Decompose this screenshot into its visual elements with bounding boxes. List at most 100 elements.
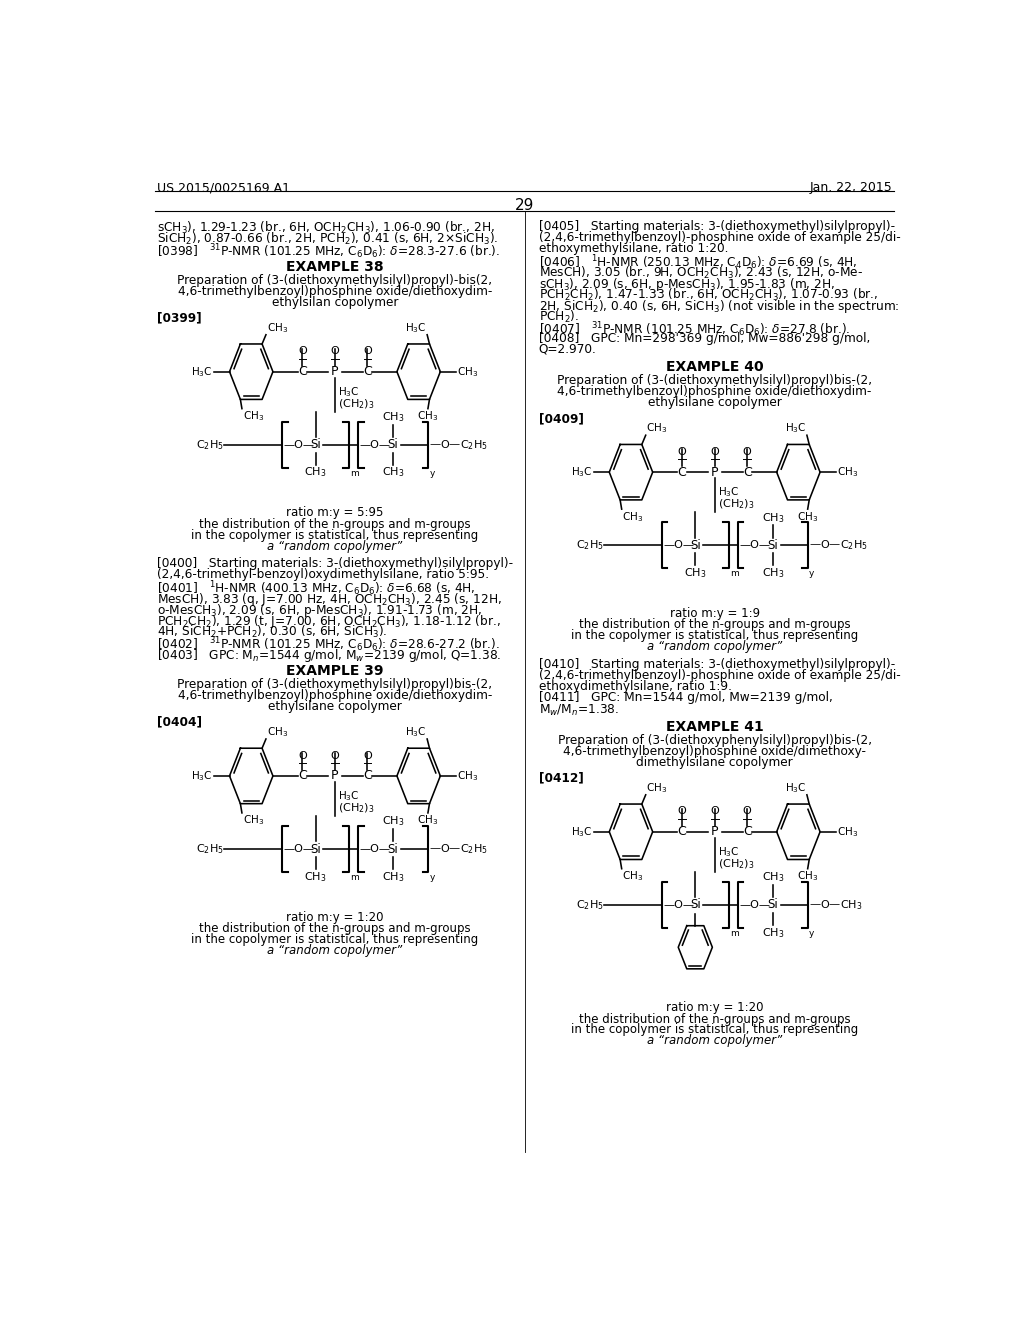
Text: H$_3$C: H$_3$C xyxy=(338,385,359,399)
Text: O: O xyxy=(298,751,307,760)
Text: ratio m:y = 1:9: ratio m:y = 1:9 xyxy=(670,607,760,620)
Text: MesCH), 3.05 (br., 9H, OCH$_2$CH$_3$), 2.43 (s, 12H, o-Me-: MesCH), 3.05 (br., 9H, OCH$_2$CH$_3$), 2… xyxy=(539,264,863,281)
Text: m: m xyxy=(730,569,739,578)
Text: CH$_3$: CH$_3$ xyxy=(266,725,288,739)
Text: [0412]: [0412] xyxy=(539,772,584,784)
Text: [0410]   Starting materials: 3-(diethoxymethyl)silylpropyl)-: [0410] Starting materials: 3-(diethoxyme… xyxy=(539,657,895,671)
Text: [0405]   Starting materials: 3-(diethoxymethyl)silylpropyl)-: [0405] Starting materials: 3-(diethoxyme… xyxy=(539,220,895,234)
Text: CH$_3$: CH$_3$ xyxy=(838,825,858,838)
Text: [0400]   Starting materials: 3-(diethoxymethyl)silylpropyl)-: [0400] Starting materials: 3-(diethoxyme… xyxy=(158,557,514,570)
Text: —O—C$_2$H$_5$: —O—C$_2$H$_5$ xyxy=(429,842,488,855)
Text: O: O xyxy=(364,346,372,356)
Text: (CH$_2$)$_3$: (CH$_2$)$_3$ xyxy=(338,801,375,814)
Text: Preparation of (3-(diethoxymethylsilyl)propyl)bis-(2,: Preparation of (3-(diethoxymethylsilyl)p… xyxy=(177,677,493,690)
Text: CH$_3$: CH$_3$ xyxy=(458,770,478,783)
Text: 4,6-trimethylbenzoyl)phosphine oxide/diethoxydim-: 4,6-trimethylbenzoyl)phosphine oxide/die… xyxy=(557,385,871,399)
Text: C: C xyxy=(364,770,372,783)
Text: —O—: —O— xyxy=(359,440,391,450)
Text: CH$_3$: CH$_3$ xyxy=(762,566,784,579)
Text: EXAMPLE 41: EXAMPLE 41 xyxy=(666,719,764,734)
Text: O: O xyxy=(298,346,307,356)
Text: H$_3$C: H$_3$C xyxy=(570,465,592,479)
Text: ethylsilane copolymer: ethylsilane copolymer xyxy=(648,396,781,409)
Text: H$_3$C: H$_3$C xyxy=(784,781,806,795)
Text: P: P xyxy=(331,366,339,379)
Text: CH$_3$: CH$_3$ xyxy=(418,813,438,828)
Text: C: C xyxy=(742,825,752,838)
Text: —O—: —O— xyxy=(284,440,314,450)
Text: CH$_3$: CH$_3$ xyxy=(762,511,784,524)
Text: Si: Si xyxy=(690,899,700,911)
Text: H$_3$C: H$_3$C xyxy=(404,725,426,739)
Text: O: O xyxy=(364,751,372,760)
Text: C: C xyxy=(678,825,686,838)
Text: 4H, SiCH$_2$+PCH$_2$), 0.30 (s, 6H, SiCH$_3$).: 4H, SiCH$_2$+PCH$_2$), 0.30 (s, 6H, SiCH… xyxy=(158,624,388,640)
Text: [0401]   $^{1}$H-NMR (400.13 MHz, C$_6$D$_6$): $\delta$=6.68 (s, 4H,: [0401] $^{1}$H-NMR (400.13 MHz, C$_6$D$_… xyxy=(158,579,476,598)
Text: CH$_3$: CH$_3$ xyxy=(243,409,264,424)
Text: y: y xyxy=(809,569,815,578)
Text: sCH$_3$), 1.29-1.23 (br., 6H, OCH$_2$CH$_3$), 1.06-0.90 (br., 2H,: sCH$_3$), 1.29-1.23 (br., 6H, OCH$_2$CH$… xyxy=(158,220,496,236)
Text: O: O xyxy=(331,751,339,760)
Text: P: P xyxy=(711,825,719,838)
Text: P: P xyxy=(331,770,339,783)
Text: m: m xyxy=(350,469,359,478)
Text: ratio m:y = 1:20: ratio m:y = 1:20 xyxy=(666,1001,764,1014)
Text: H$_3$C: H$_3$C xyxy=(404,321,426,335)
Text: (2,4,6-trimethyl-benzoyl)oxydimethylsilane, ratio 5:95.: (2,4,6-trimethyl-benzoyl)oxydimethylsila… xyxy=(158,569,489,581)
Text: CH$_3$: CH$_3$ xyxy=(623,870,644,883)
Text: 4,6-trimethylbenzoyl)phosphine oxide/diethoxydim-: 4,6-trimethylbenzoyl)phosphine oxide/die… xyxy=(178,689,493,702)
Text: C: C xyxy=(364,366,372,379)
Text: C$_2$H$_5$: C$_2$H$_5$ xyxy=(577,539,604,552)
Text: H$_3$C: H$_3$C xyxy=(338,789,359,803)
Text: 4,6-trimethylbenzoyl)phosphine oxide/dimethoxy-: 4,6-trimethylbenzoyl)phosphine oxide/dim… xyxy=(563,744,866,758)
Text: H$_3$C: H$_3$C xyxy=(718,845,739,859)
Text: (2,4,6-trimethylbenzoyl)-phosphine oxide of example 25/di-: (2,4,6-trimethylbenzoyl)-phosphine oxide… xyxy=(539,231,900,244)
Text: C: C xyxy=(298,366,307,379)
Text: EXAMPLE 38: EXAMPLE 38 xyxy=(286,260,384,273)
Text: ratio m:y = 1:20: ratio m:y = 1:20 xyxy=(286,911,384,924)
Text: PCH$_2$CH$_2$), 1.47-1.33 (br., 6H, OCH$_2$CH$_3$), 1.07-0.93 (br.,: PCH$_2$CH$_2$), 1.47-1.33 (br., 6H, OCH$… xyxy=(539,286,879,304)
Text: C$_2$H$_5$: C$_2$H$_5$ xyxy=(577,898,604,912)
Text: US 2015/0025169 A1: US 2015/0025169 A1 xyxy=(158,181,291,194)
Text: [0407]   $^{31}$P-NMR (101.25 MHz, C$_6$D$_6$): $\delta$=27.8 (br.).: [0407] $^{31}$P-NMR (101.25 MHz, C$_6$D$… xyxy=(539,321,850,339)
Text: a “random copolymer”: a “random copolymer” xyxy=(647,640,782,653)
Text: O: O xyxy=(331,346,339,356)
Text: a “random copolymer”: a “random copolymer” xyxy=(647,1035,782,1047)
Text: CH$_3$: CH$_3$ xyxy=(382,411,404,424)
Text: P: P xyxy=(711,466,719,479)
Text: —O—C$_2$H$_5$: —O—C$_2$H$_5$ xyxy=(429,438,488,451)
Text: M$_w$/M$_n$=1.38.: M$_w$/M$_n$=1.38. xyxy=(539,702,618,718)
Text: MesCH), 3.83 (q, J=7.00 Hz, 4H, OCH$_2$CH$_3$), 2.45 (s, 12H,: MesCH), 3.83 (q, J=7.00 Hz, 4H, OCH$_2$C… xyxy=(158,591,503,607)
Text: PCH$_2$CH$_2$), 1.29 (t, J=7.00, 6H, OCH$_2$CH$_3$), 1.18-1.12 (br.,: PCH$_2$CH$_2$), 1.29 (t, J=7.00, 6H, OCH… xyxy=(158,612,502,630)
Text: —O—CH$_3$: —O—CH$_3$ xyxy=(809,898,863,912)
Text: CH$_3$: CH$_3$ xyxy=(646,781,668,795)
Text: H$_3$C: H$_3$C xyxy=(718,486,739,499)
Text: [0409]: [0409] xyxy=(539,412,584,425)
Text: Si: Si xyxy=(767,899,778,911)
Text: the distribution of the n-groups and m-groups: the distribution of the n-groups and m-g… xyxy=(199,517,471,531)
Text: CH$_3$: CH$_3$ xyxy=(762,870,784,884)
Text: the distribution of the n-groups and m-groups: the distribution of the n-groups and m-g… xyxy=(199,923,471,936)
Text: Si: Si xyxy=(767,539,778,552)
Text: O: O xyxy=(678,807,686,816)
Text: [0411]   GPC: Mn=1544 g/mol, Mw=2139 g/mol,: [0411] GPC: Mn=1544 g/mol, Mw=2139 g/mol… xyxy=(539,692,833,705)
Text: dimethylsilane copolymer: dimethylsilane copolymer xyxy=(636,756,793,770)
Text: 2H, SiCH$_2$), 0.40 (s, 6H, SiCH$_3$) (not visible in the spectrum:: 2H, SiCH$_2$), 0.40 (s, 6H, SiCH$_3$) (n… xyxy=(539,298,899,315)
Text: ratio m:y = 5:95: ratio m:y = 5:95 xyxy=(287,507,384,520)
Text: in the copolymer is statistical, thus representing: in the copolymer is statistical, thus re… xyxy=(571,630,858,643)
Text: Si: Si xyxy=(388,438,398,451)
Text: ethoxydimethylsilane, ratio 1:9.: ethoxydimethylsilane, ratio 1:9. xyxy=(539,680,731,693)
Text: [0408]   GPC: Mn=298'369 g/mol, Mw=886'298 g/mol,: [0408] GPC: Mn=298'369 g/mol, Mw=886'298… xyxy=(539,331,870,345)
Text: O: O xyxy=(742,807,752,816)
Text: Si: Si xyxy=(388,842,398,855)
Text: O: O xyxy=(678,446,686,457)
Text: C: C xyxy=(298,770,307,783)
Text: y: y xyxy=(809,929,815,937)
Text: CH$_3$: CH$_3$ xyxy=(458,364,478,379)
Text: CH$_3$: CH$_3$ xyxy=(762,925,784,940)
Text: CH$_3$: CH$_3$ xyxy=(243,813,264,828)
Text: CH$_3$: CH$_3$ xyxy=(797,510,818,524)
Text: [0404]: [0404] xyxy=(158,715,203,729)
Text: H$_3$C: H$_3$C xyxy=(570,825,592,838)
Text: EXAMPLE 39: EXAMPLE 39 xyxy=(286,664,384,678)
